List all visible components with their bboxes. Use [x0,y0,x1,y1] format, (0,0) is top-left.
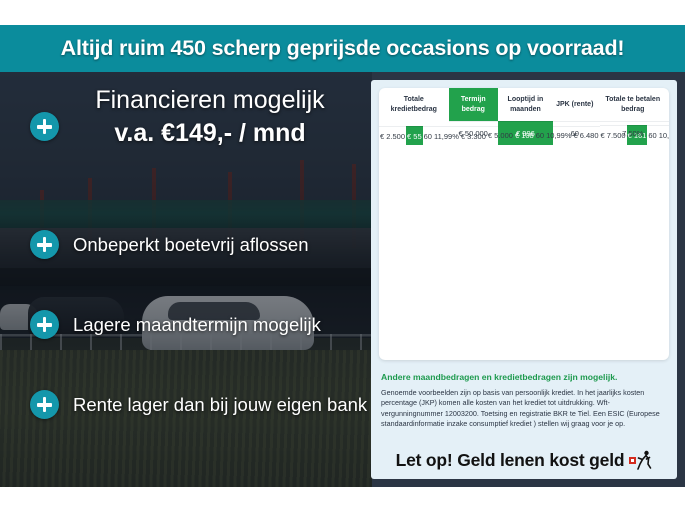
warning-bar: Let op! Geld lenen kost geld [371,441,677,479]
bullet-label: Onbeperkt boetevrij aflossen [73,233,309,255]
running-man-warning-icon [629,450,652,470]
table-header-jpk: JPK (rente) [556,100,594,108]
cell-termijn: € 55 [406,126,423,146]
warning-box-glyph [629,456,637,464]
headline-line-2: v.a. €149,- / mnd [114,119,306,147]
table-header-looptijd: Looptijd in maanden [507,96,544,113]
top-banner: Altijd ruim 450 scherp geprijsde occasio… [0,25,685,72]
bullet-item-aflossen: Onbeperkt boetevrij aflossen [30,230,309,259]
plus-icon [30,310,59,339]
table-header-termijn: Termijn bedrag [448,88,498,122]
plus-icon [30,112,59,141]
notes-body: Genoemde voorbeelden zijn op basis van p… [381,388,660,429]
photo-dark-overlay [0,72,372,487]
dealership-photo [0,72,372,487]
notes-title: Andere maandbedragen en kredietbedragen … [381,372,618,382]
bullet-item-financieren [30,112,59,141]
headline-block: Financieren mogelijk v.a. €149,- / mnd [60,84,360,150]
warning-text: Let op! Geld lenen kost geld [395,449,625,470]
banner-headline: Altijd ruim 450 scherp geprijsde occasio… [60,36,625,60]
bullet-label: Lagere maandtermijn mogelijk [73,313,321,335]
table-header-totaal: Totale te betalen bedrag [605,96,661,113]
poster-body: Financieren mogelijk v.a. €149,- / mnd O… [0,72,685,487]
left-content-column: Financieren mogelijk v.a. €149,- / mnd O… [0,72,372,487]
headline-line-1: Financieren mogelijk [95,86,325,114]
plus-icon [30,230,59,259]
running-man-glyph [637,450,652,470]
rates-table: Totale kredietbedrag Termijn bedrag Loop… [379,88,669,146]
rates-table-card: Totale kredietbedrag Termijn bedrag Loop… [379,88,669,360]
bullet-item-maandtermijn: Lagere maandtermijn mogelijk [30,310,321,339]
rates-panel: Totale kredietbedrag Termijn bedrag Loop… [371,80,677,479]
bullet-item-rente: Rente lager dan bij jouw eigen bank [30,390,367,419]
cell-looptijd: 60 [422,126,433,146]
notes-block: Andere maandbedragen en kredietbedragen … [381,372,669,430]
table-header-krediet: Totale kredietbedrag [390,96,437,113]
cell-krediet: € 2.500 [379,126,407,146]
plus-icon [30,390,59,419]
table-header-row: Totale kredietbedrag Termijn bedrag Loop… [379,88,669,122]
bullet-label: Rente lager dan bij jouw eigen bank [73,393,368,415]
